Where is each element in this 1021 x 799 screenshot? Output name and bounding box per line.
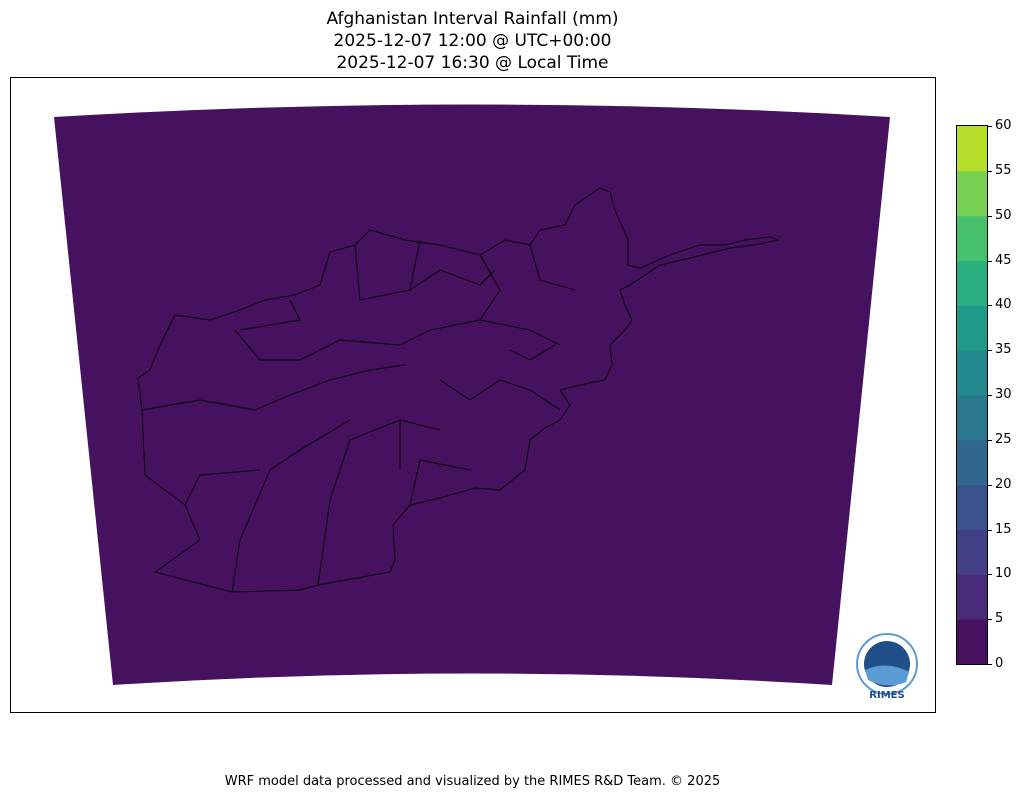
colorbar-tick: 30: [995, 387, 1012, 402]
colorbar-level-3: [957, 484, 987, 530]
colorbar-tick: 0: [995, 656, 1004, 671]
colorbar-tick-mark: [988, 260, 992, 262]
colorbar-tick: 15: [995, 521, 1012, 537]
colorbar-level-2: [957, 529, 987, 575]
logo-text: RIMES: [869, 690, 904, 701]
colorbar-level-11: [957, 126, 987, 172]
colorbar-tick-mark: [988, 664, 992, 665]
model-domain: [54, 104, 890, 685]
colorbar-tick-mark: [988, 619, 992, 621]
colorbar-level-7: [957, 305, 987, 351]
rimes-logo: RIMES: [856, 633, 918, 701]
country-outline: [137, 187, 780, 593]
local-time: 2025-12-07 16:30 @ Local Time: [336, 53, 609, 73]
colorbar-tick-mark: [988, 126, 992, 127]
colorbar-level-9: [957, 215, 987, 261]
colorbar-level-4: [957, 439, 987, 486]
rainfall-map: RIMES: [10, 77, 936, 713]
colorbar-tick: 55: [995, 162, 1012, 178]
utc-time: 2025-12-07 12:00 @ UTC+00:00: [333, 31, 612, 51]
colorbar-tick: 45: [995, 252, 1012, 268]
colorbar-level-8: [957, 260, 987, 306]
colorbar-tick: 60: [995, 118, 1012, 133]
colorbar-tick-mark: [988, 170, 992, 172]
colorbar-level-0: [957, 619, 987, 665]
colorbar-tick: 5: [995, 611, 1004, 627]
colorbar-tick: 40: [995, 297, 1012, 313]
colorbar-tick: 25: [995, 431, 1012, 447]
province-lines: [141, 239, 576, 593]
colorbar-tick-mark: [988, 395, 992, 396]
colorbar: [956, 125, 988, 665]
colorbar-tick: 10: [995, 566, 1012, 582]
colorbar-tick: 20: [995, 476, 1012, 492]
colorbar-tick-mark: [988, 484, 992, 486]
footer-credit: WRF model data processed and visualized …: [224, 774, 721, 789]
map-title: Afghanistan Interval Rainfall (mm): [326, 9, 619, 29]
colorbar-tick-mark: [988, 574, 992, 576]
colorbar-level-6: [957, 350, 987, 396]
colorbar-tick-mark: [988, 529, 992, 531]
colorbar-tick-mark: [988, 350, 992, 352]
colorbar-tick-mark: [988, 215, 992, 217]
colorbar-tick-mark: [988, 305, 992, 307]
colorbar-tick-mark: [988, 439, 992, 441]
colorbar-tick: 35: [995, 342, 1012, 358]
colorbar-level-10: [957, 170, 987, 217]
colorbar-level-1: [957, 574, 987, 620]
colorbar-level-5: [957, 395, 987, 441]
colorbar-tick: 50: [995, 207, 1012, 223]
afghanistan-boundaries: [137, 187, 780, 593]
